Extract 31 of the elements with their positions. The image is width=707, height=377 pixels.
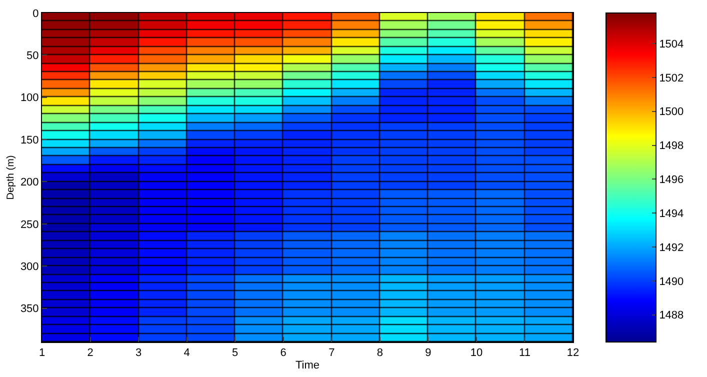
y-tick-label: 50 — [26, 50, 39, 62]
x-tick-label: 11 — [519, 347, 530, 360]
y-tick-label: 100 — [20, 92, 39, 104]
color-bar-label: 1504 — [659, 38, 684, 50]
x-tick-label: 8 — [376, 347, 383, 360]
y-axis-title: Depth (m) — [5, 155, 16, 200]
x-tick-label: 7 — [328, 347, 335, 360]
y-tick-label: 350 — [20, 303, 39, 316]
x-tick-label: 1 — [38, 347, 46, 360]
color-bar-label: 1496 — [659, 174, 684, 186]
y-tick-label: 200 — [20, 176, 39, 189]
x-tick-label: 10 — [470, 347, 483, 360]
x-tick-label: 5 — [232, 347, 238, 360]
y-tick-label: 150 — [20, 134, 39, 146]
color-bar-label: 1490 — [659, 276, 684, 288]
color-bar-label: 1494 — [659, 208, 684, 220]
color-bar-label: 1488 — [659, 310, 684, 322]
x-tick-label: 3 — [135, 347, 142, 360]
x-tick-label: 6 — [280, 347, 286, 360]
y-tick-label: 250 — [20, 218, 39, 231]
x-axis-title: Time — [295, 359, 320, 372]
x-tick-label: 12 — [566, 347, 580, 360]
x-tick-label: 2 — [87, 347, 94, 360]
color-bar-label: 1498 — [659, 140, 684, 152]
color-bar-label: 1500 — [659, 106, 684, 118]
color-bar-label: 1492 — [659, 242, 684, 254]
y-tick-label: 300 — [20, 260, 39, 273]
x-tick-label: 4 — [184, 347, 190, 360]
x-tick-label: 9 — [425, 347, 432, 360]
color-bar-label: 1502 — [659, 72, 684, 84]
y-tick-label: 0 — [32, 8, 39, 20]
